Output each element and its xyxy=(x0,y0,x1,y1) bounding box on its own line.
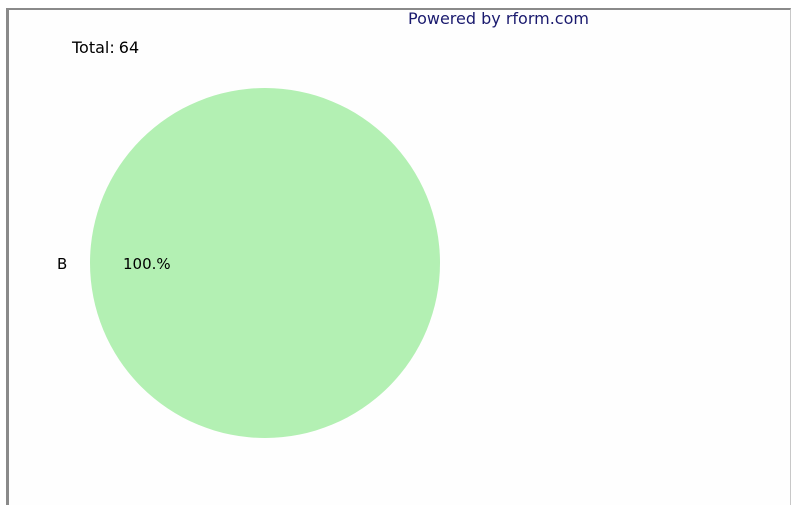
total-value: 64 xyxy=(118,38,140,57)
total-label: Total: xyxy=(72,38,115,57)
powered-by-link[interactable]: Powered by rform.com xyxy=(408,9,589,28)
total-count: Total: 64 xyxy=(72,38,139,57)
chart-panel xyxy=(6,8,791,505)
